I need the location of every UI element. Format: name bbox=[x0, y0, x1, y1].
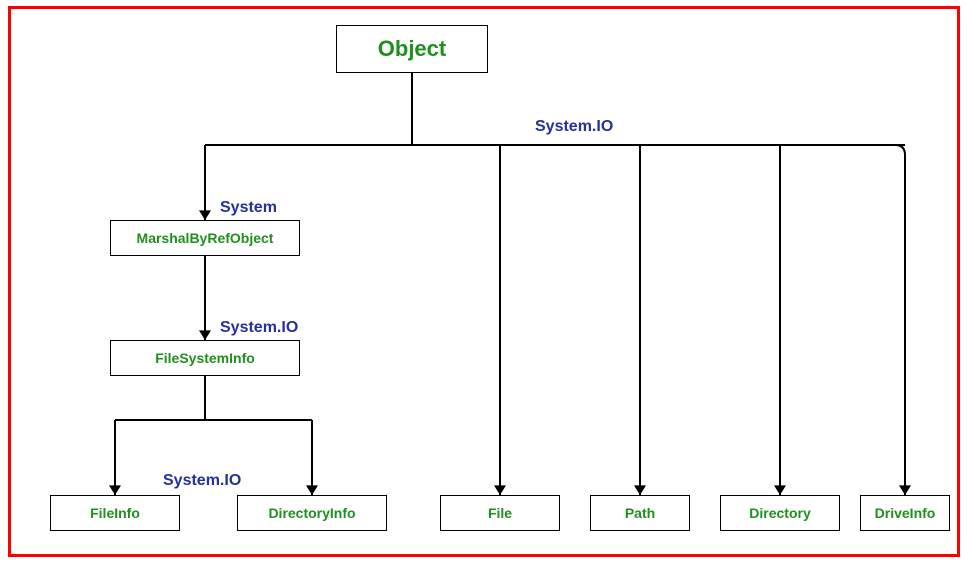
label-systemio-top: System.IO bbox=[535, 118, 613, 136]
node-object: Object bbox=[336, 25, 488, 73]
node-fileinfo: FileInfo bbox=[50, 495, 180, 531]
node-directoryinfo: DirectoryInfo bbox=[237, 495, 387, 531]
node-fileinfo-label: FileInfo bbox=[90, 505, 140, 521]
node-marshalbyrefobject: MarshalByRefObject bbox=[110, 220, 300, 256]
node-file-label: File bbox=[488, 505, 512, 521]
node-directoryinfo-label: DirectoryInfo bbox=[268, 505, 355, 521]
label-systemio-bot: System.IO bbox=[163, 472, 241, 490]
node-driveinfo: DriveInfo bbox=[860, 495, 950, 531]
node-driveinfo-label: DriveInfo bbox=[875, 505, 936, 521]
node-filesysteminfo-label: FileSystemInfo bbox=[155, 350, 255, 366]
diagram-frame: Object MarshalByRefObject FileSystemInfo… bbox=[0, 0, 968, 563]
node-directory: Directory bbox=[720, 495, 840, 531]
label-systemio-mid: System.IO bbox=[220, 319, 298, 337]
node-directory-label: Directory bbox=[749, 505, 810, 521]
node-path-label: Path bbox=[625, 505, 655, 521]
node-file: File bbox=[440, 495, 560, 531]
node-object-label: Object bbox=[378, 36, 446, 62]
node-path: Path bbox=[590, 495, 690, 531]
node-marshal-label: MarshalByRefObject bbox=[137, 230, 274, 246]
label-system: System bbox=[220, 199, 277, 217]
node-filesysteminfo: FileSystemInfo bbox=[110, 340, 300, 376]
outer-border bbox=[8, 6, 960, 557]
